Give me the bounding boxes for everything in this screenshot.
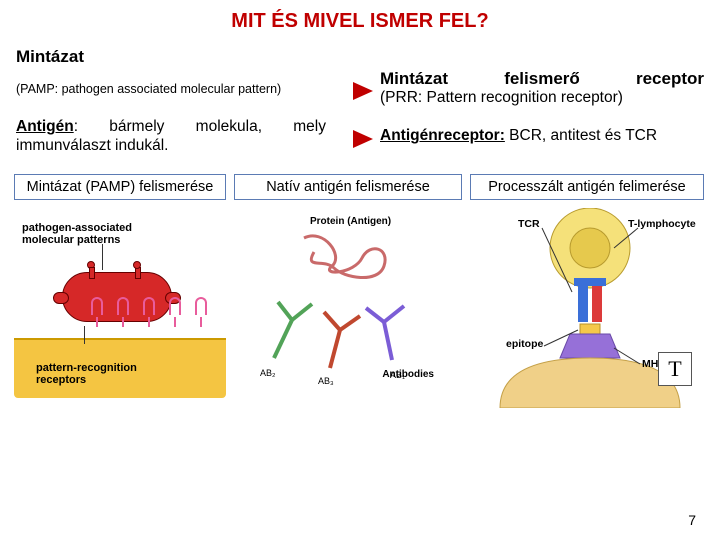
diagram-row: pathogen-associated molecular patterns p… bbox=[0, 200, 720, 408]
antigen-receptor: Antigénreceptor: BCR, antitest és TCR bbox=[380, 127, 704, 145]
page-number: 7 bbox=[688, 512, 696, 528]
arrow-icon bbox=[353, 130, 373, 148]
mintazat-sub: (PAMP: pathogen associated molecular pat… bbox=[16, 82, 346, 96]
definitions-block: Mintázat (PAMP: pathogen associated mole… bbox=[0, 47, 720, 156]
ab2-label: AB₂ bbox=[260, 368, 276, 378]
antigen-bold: Antigén bbox=[16, 118, 74, 135]
antigen-definition: Antigén: bármely molekula, mely immunvál… bbox=[16, 117, 326, 156]
column-headers: Mintázat (PAMP) felismerése Natív antigé… bbox=[0, 174, 720, 200]
col-header-2: Natív antigén felismerése bbox=[234, 174, 462, 200]
prr-line1: Mintázat felismerő receptor bbox=[380, 69, 704, 89]
epitope-label: epitope bbox=[506, 338, 543, 350]
col-header-1: Mintázat (PAMP) felismerése bbox=[14, 174, 226, 200]
prr-line2: (PRR: Pattern recognition receptor) bbox=[380, 89, 704, 107]
diagram-antibody: Protein (Antigen) AB₂ AB₃ AB₁ Antibodies bbox=[234, 208, 462, 408]
prr-w1: Mintázat bbox=[380, 69, 448, 89]
slide-title: MIT ÉS MIVEL ISMER FEL? bbox=[0, 0, 720, 33]
antibodies-label: Antibodies bbox=[382, 369, 434, 380]
prr-w3: receptor bbox=[636, 69, 704, 89]
col-header-3: Processzált antigén felimerése bbox=[470, 174, 704, 200]
t-letter-box: T bbox=[658, 352, 692, 386]
prr-w2: felismerő bbox=[504, 69, 580, 89]
tcr-label: TCR bbox=[518, 218, 540, 230]
antr-bold: Antigénreceptor: bbox=[380, 127, 505, 144]
arrow-icon bbox=[353, 82, 373, 100]
pathogen-icon bbox=[62, 272, 172, 322]
d1-label-top: pathogen-associated molecular patterns bbox=[22, 222, 132, 246]
antr-rest: BCR, antitest és TCR bbox=[505, 127, 657, 144]
d1-label-bot: pattern-recognition receptors bbox=[36, 362, 137, 386]
mintazat-heading: Mintázat bbox=[16, 47, 346, 67]
tlymph-label: T-lymphocyte bbox=[628, 218, 696, 230]
pointer-line bbox=[84, 326, 85, 344]
pointer-line bbox=[102, 244, 103, 270]
diagram-pamp: pathogen-associated molecular patterns p… bbox=[14, 208, 226, 408]
ab3-label: AB₃ bbox=[318, 376, 334, 386]
protein-label: Protein (Antigen) bbox=[310, 216, 391, 227]
